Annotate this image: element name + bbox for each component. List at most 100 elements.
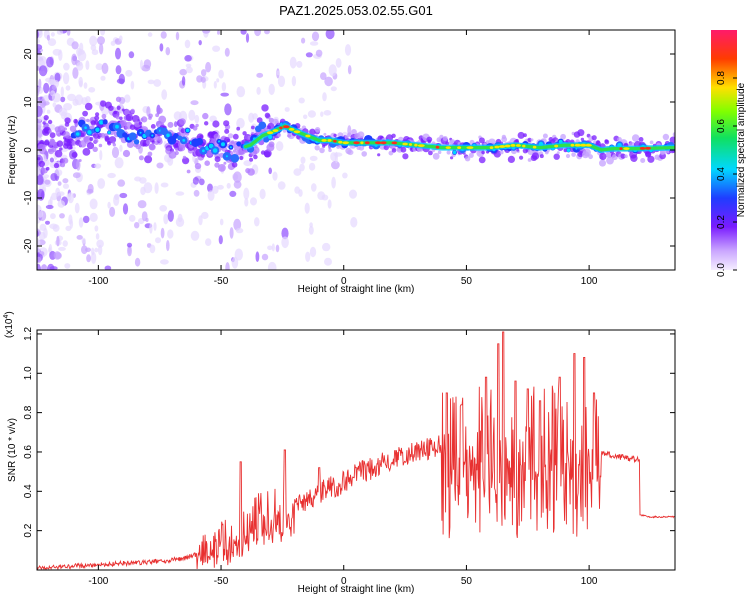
halo-blob	[182, 155, 187, 160]
cluster-core	[202, 149, 205, 153]
noise-blob	[107, 172, 116, 179]
halo-blob	[202, 112, 209, 120]
halo-blob	[168, 150, 177, 159]
noise-blob	[322, 92, 327, 102]
noise-blob	[207, 183, 213, 193]
halo-blob	[39, 147, 47, 155]
noise-blob	[268, 167, 273, 175]
noise-blob	[349, 189, 357, 199]
noise-blob	[71, 41, 79, 50]
noise-blob	[51, 92, 61, 103]
colorbar: 0.0 0.2 0.4 0.6 0.8 Normalized spectral ampl…	[711, 30, 747, 277]
noise-blob	[114, 194, 119, 200]
noise-blob	[165, 47, 171, 56]
halo-blob	[104, 135, 110, 141]
noise-blob	[331, 160, 340, 170]
noise-blob	[124, 94, 131, 103]
ridge-core	[364, 141, 370, 145]
cluster-core	[139, 131, 142, 134]
halo-blob	[157, 137, 163, 142]
halo-blob	[577, 129, 585, 137]
noise-blob	[37, 210, 44, 218]
halo-blob	[527, 158, 532, 162]
noise-blob	[39, 98, 47, 109]
halo-blob	[138, 121, 143, 125]
cluster-core	[182, 139, 186, 142]
noise-blob	[296, 60, 303, 68]
halo-blob	[282, 129, 287, 133]
ridge-core	[510, 144, 516, 147]
y-tick-label: 1.0	[23, 366, 34, 380]
ridge-core	[522, 144, 526, 148]
halo-blob	[517, 131, 525, 139]
noise-blob	[205, 61, 212, 73]
halo-blob	[223, 120, 230, 127]
y-tick-label: -20	[23, 238, 34, 253]
noise-blob	[321, 194, 329, 201]
ridge-core	[391, 141, 398, 145]
halo-blob	[57, 125, 65, 133]
noise-blob	[289, 56, 297, 69]
halo-blob	[591, 135, 597, 141]
halo-blob	[84, 102, 93, 111]
halo-blob	[277, 133, 282, 138]
noise-blob	[43, 82, 50, 94]
noise-blob	[97, 178, 106, 189]
noise-blob	[109, 206, 116, 217]
noise-blob	[38, 65, 48, 77]
noise-blob	[350, 217, 358, 228]
ridge-core	[360, 141, 364, 145]
noise-blob	[277, 75, 286, 88]
halo-blob	[516, 148, 520, 152]
cluster-core	[166, 133, 170, 138]
x-tick-label: -50	[214, 276, 229, 287]
noise-blob	[147, 79, 155, 85]
halo-blob	[539, 154, 544, 159]
halo-blob	[499, 150, 504, 155]
cluster-core	[99, 120, 104, 125]
ridge-core	[338, 140, 343, 144]
y-tick-label: 0.2	[23, 523, 34, 537]
noise-blob	[201, 211, 209, 220]
noise-blob	[212, 45, 221, 52]
halo-blob	[347, 132, 352, 138]
halo-blob	[319, 147, 325, 154]
noise-blob	[331, 176, 336, 189]
noise-blob	[95, 63, 104, 71]
halo-blob	[236, 126, 241, 131]
noise-blob	[52, 102, 57, 108]
ridge-core	[619, 147, 623, 151]
noise-blob	[233, 171, 242, 183]
cluster-core	[185, 128, 190, 133]
ridge-core	[279, 126, 283, 130]
halo-blob	[464, 156, 471, 162]
halo-blob	[251, 125, 255, 130]
ridge-core	[402, 142, 408, 146]
ridge-core	[570, 143, 575, 147]
halo-blob	[64, 122, 70, 127]
noise-blob	[254, 30, 261, 37]
halo-blob	[63, 131, 70, 139]
halo-blob	[53, 162, 60, 169]
halo-blob	[62, 157, 69, 164]
halo-blob	[93, 138, 99, 144]
y-tick-label: 20	[23, 48, 34, 60]
cluster-core	[151, 134, 154, 137]
halo-blob	[266, 143, 275, 152]
ridge-core	[457, 146, 462, 150]
halo-blob	[232, 133, 239, 140]
noise-blob	[111, 146, 120, 159]
noise-blob	[224, 47, 230, 57]
colorbar-tick-label: 0.8	[716, 71, 727, 85]
noise-blob	[76, 235, 83, 240]
noise-blob	[56, 30, 63, 35]
halo-blob	[71, 151, 78, 158]
x-tick-label: 0	[341, 576, 347, 587]
ridge-core	[327, 139, 332, 142]
noise-blob	[216, 78, 220, 83]
ridge-core	[353, 141, 360, 145]
halo-blob	[624, 154, 628, 158]
noise-blob	[229, 190, 237, 197]
noise-blob	[149, 223, 153, 234]
